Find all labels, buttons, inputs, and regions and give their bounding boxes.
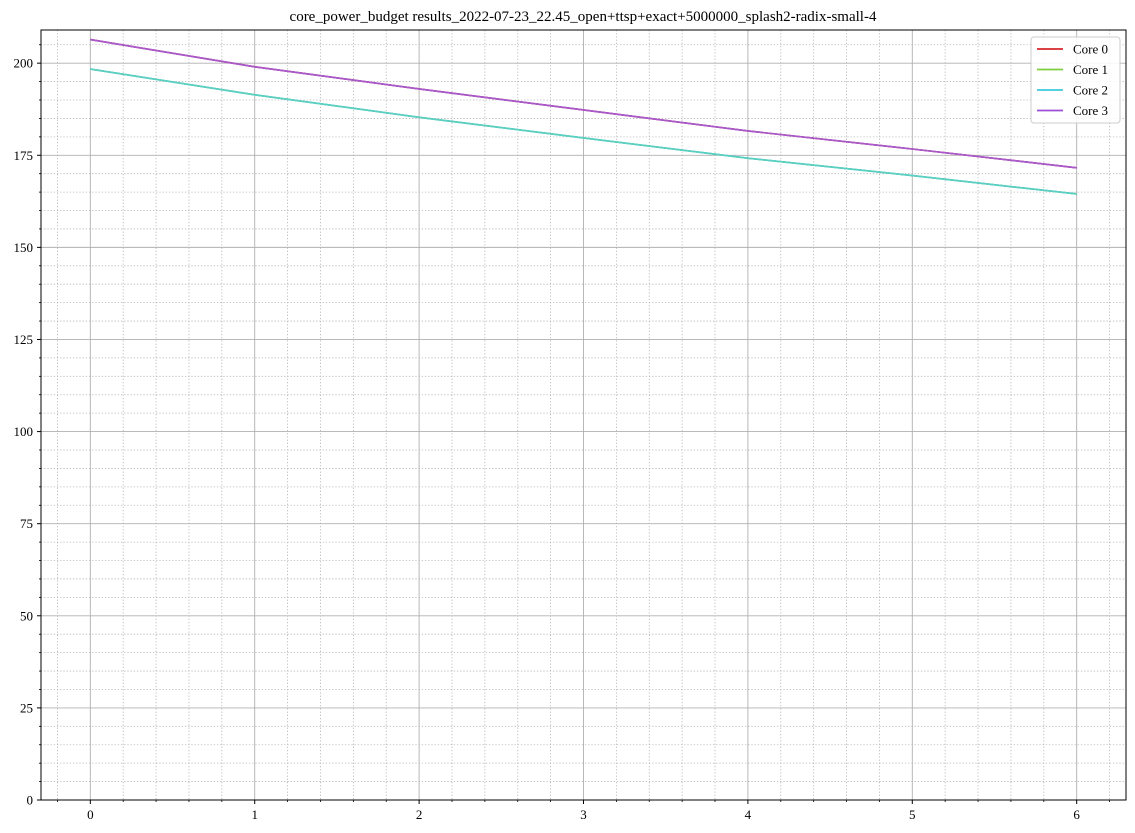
x-tick-label: 3 (580, 807, 587, 822)
y-tick-label: 150 (14, 240, 34, 255)
chart-title: core_power_budget results_2022-07-23_22.… (290, 9, 877, 25)
x-tick-label: 5 (909, 807, 916, 822)
y-tick-label: 175 (14, 148, 34, 163)
x-tick-label: 1 (251, 807, 258, 822)
major-grid (41, 30, 1126, 801)
legend-label-2: Core 2 (1073, 83, 1108, 98)
series-line-overlay (90, 38, 1077, 169)
minor-grid (41, 30, 1126, 800)
legend: Core 0 Core 1 Core 2 Core 3 (1030, 36, 1121, 124)
axis-ticks: 0 1 2 3 4 5 6 0 25 50 75 100 125 150 175 200 (14, 44, 1110, 822)
y-tick-label: 200 (14, 56, 34, 71)
legend-label-3: Core 3 (1073, 103, 1108, 118)
y-tick-label: 125 (14, 332, 34, 347)
legend-box (1030, 36, 1121, 124)
y-tick-label: 75 (20, 516, 33, 531)
series-lines (90, 38, 1077, 195)
x-tick-label: 6 (1073, 807, 1080, 822)
legend-label-0: Core 0 (1073, 42, 1108, 57)
x-tick-label: 0 (87, 807, 94, 822)
y-tick-label: 25 (20, 700, 33, 715)
legend-label-1: Core 1 (1073, 62, 1108, 77)
y-tick-label: 100 (14, 424, 34, 439)
series-line-overlay (90, 68, 1077, 195)
x-tick-label: 4 (745, 807, 752, 822)
x-tick-label: 2 (416, 807, 423, 822)
y-tick-label: 50 (20, 608, 33, 623)
y-tick-label: 0 (27, 793, 34, 808)
